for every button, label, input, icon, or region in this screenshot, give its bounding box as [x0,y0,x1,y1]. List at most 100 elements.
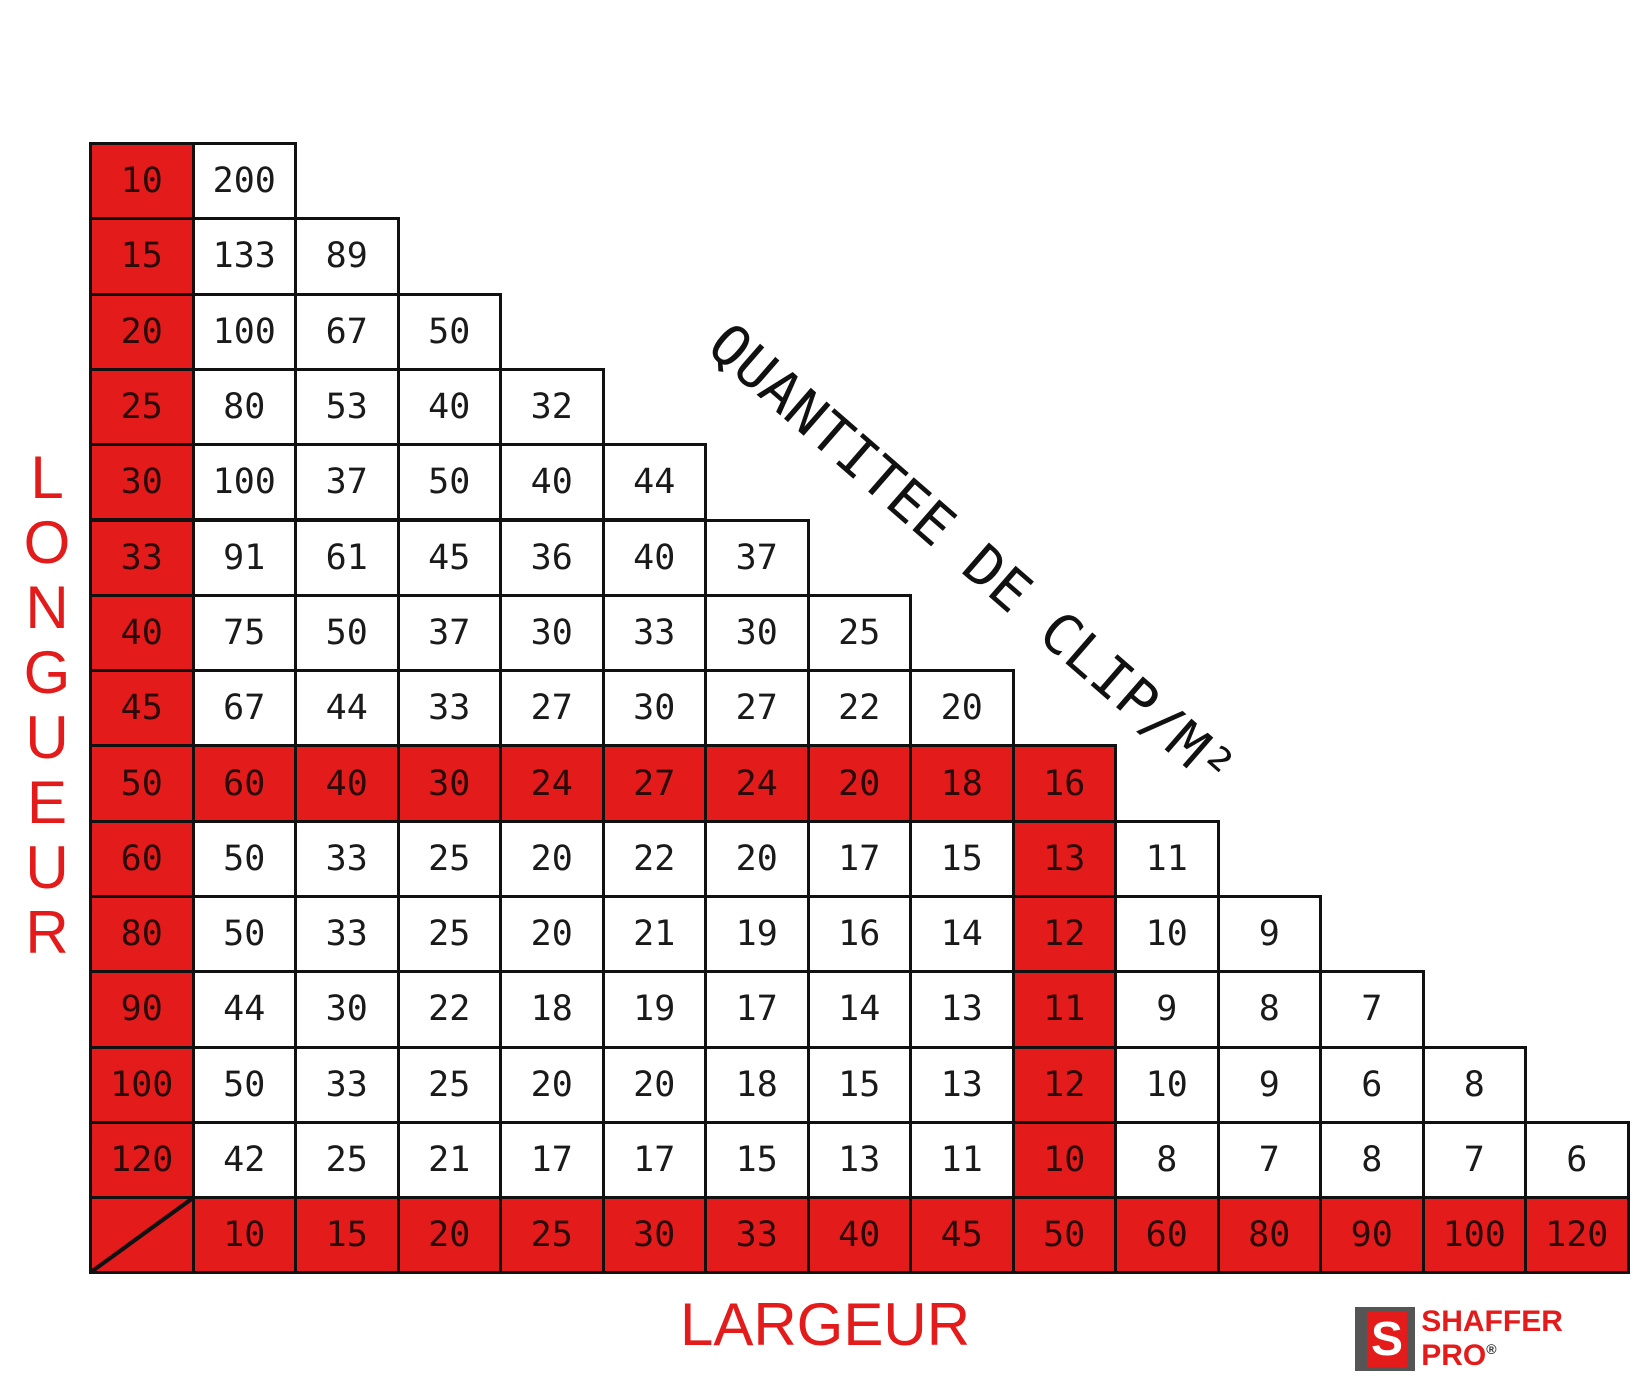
table-cell: 10 [1114,1045,1220,1124]
row-header: 40 [89,593,195,673]
row-header: 120 [89,1120,195,1200]
table-cell: 17 [601,1120,707,1200]
row-header: 25 [89,367,195,447]
table-cell: 20 [704,819,810,898]
table-cell: 6 [1524,1120,1630,1200]
table-cell: 10 [1114,895,1220,974]
column-header: 60 [1114,1196,1220,1275]
table-cell: 6 [1319,1045,1425,1124]
table-cell: 24 [704,744,810,823]
table-cell: 100 [191,443,297,522]
table-cell: 50 [191,1045,297,1124]
table-cell: 21 [396,1120,502,1200]
table-cell: 11 [1011,970,1117,1049]
table-cell: 14 [806,970,912,1049]
y-axis-label: LONGUEUR [23,444,71,966]
row-header: 100 [89,1045,195,1124]
column-header: 90 [1319,1196,1425,1275]
diagonal-divider-icon [92,1199,192,1272]
table-cell: 19 [601,970,707,1049]
table-cell: 50 [191,819,297,898]
shaffer-pro-logo: S SHAFFER PRO® [1355,1305,1640,1373]
table-cell: 36 [499,518,605,597]
table-cell: 30 [601,669,707,748]
table-cell: 20 [499,819,605,898]
row-header: 10 [89,142,195,221]
table-cell: 15 [909,819,1015,898]
column-header: 120 [1524,1196,1630,1275]
table-cell: 27 [704,669,810,748]
table-cell: 10 [1011,1120,1117,1200]
table-cell: 7 [1319,970,1425,1049]
table-cell: 100 [191,292,297,371]
table-cell: 8 [1114,1120,1220,1200]
table-cell: 22 [601,819,707,898]
table-cell: 22 [806,669,912,748]
table-cell: 30 [294,970,400,1049]
row-header: 30 [89,443,195,522]
table-cell: 53 [294,367,400,447]
row-header: 20 [89,292,195,371]
table-cell: 40 [601,518,707,597]
row-header: 80 [89,895,195,974]
column-header: 50 [1011,1196,1117,1275]
table-cell: 9 [1216,1045,1322,1124]
table-cell: 61 [294,518,400,597]
table-cell: 20 [909,669,1015,748]
table-cell: 9 [1216,895,1322,974]
row-header: 90 [89,970,195,1049]
table-cell: 9 [1114,970,1220,1049]
table-cell: 33 [294,895,400,974]
table-cell: 19 [704,895,810,974]
table-cell: 12 [1011,895,1117,974]
column-header: 15 [294,1196,400,1275]
table-cell: 8 [1421,1045,1527,1124]
row-header: 60 [89,819,195,898]
table-cell: 18 [909,744,1015,823]
table-cell: 20 [601,1045,707,1124]
table-cell: 89 [294,217,400,296]
table-cell: 25 [294,1120,400,1200]
table-cell: 21 [601,895,707,974]
table-cell: 25 [396,895,502,974]
table-cell: 16 [806,895,912,974]
table-cell: 60 [191,744,297,823]
table-cell: 27 [499,669,605,748]
table-cell: 200 [191,142,297,221]
table-cell: 40 [499,443,605,522]
table-cell: 22 [396,970,502,1049]
table-cell: 40 [396,367,502,447]
table-cell: 17 [704,970,810,1049]
table-cell: 50 [396,292,502,371]
table-cell: 13 [1011,819,1117,898]
table-cell: 15 [704,1120,810,1200]
column-header: 45 [909,1196,1015,1275]
table-cell: 37 [396,593,502,673]
table-cell: 44 [294,669,400,748]
table-cell: 20 [499,1045,605,1124]
column-header: 20 [396,1196,502,1275]
table-cell: 27 [601,744,707,823]
row-header: 45 [89,669,195,748]
table-cell: 42 [191,1120,297,1200]
table-cell: 37 [704,518,810,597]
column-header: 10 [191,1196,297,1275]
corner-cell [89,1196,195,1275]
table-cell: 18 [499,970,605,1049]
logo-text: SHAFFER PRO [1421,1305,1563,1372]
table-cell: 17 [806,819,912,898]
table-cell: 20 [806,744,912,823]
table-cell: 33 [294,819,400,898]
table-cell: 8 [1216,970,1322,1049]
table-cell: 50 [294,593,400,673]
table-cell: 50 [191,895,297,974]
table-cell: 13 [806,1120,912,1200]
table-cell: 8 [1319,1120,1425,1200]
table-cell: 16 [1011,744,1117,823]
table-cell: 33 [601,593,707,673]
table-cell: 133 [191,217,297,296]
table-cell: 24 [499,744,605,823]
table-cell: 67 [294,292,400,371]
table-cell: 11 [1114,819,1220,898]
